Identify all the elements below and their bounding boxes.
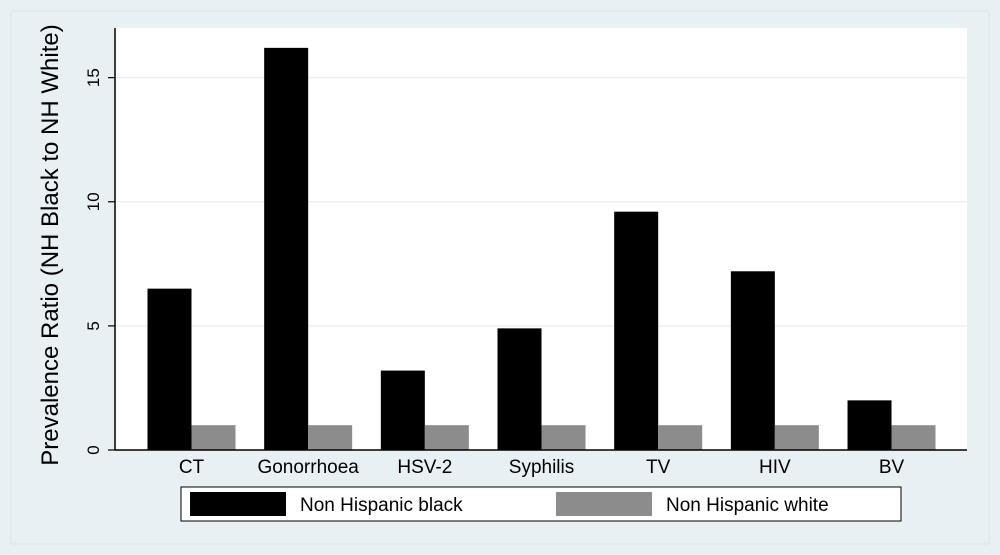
y-axis-label: Prevalence Ratio (NH Black to NH White) xyxy=(37,24,64,465)
legend-label: Non Hispanic black xyxy=(300,495,463,516)
legend-swatch xyxy=(556,492,652,516)
bar-black-ct xyxy=(147,288,192,450)
y-tick-label: 10 xyxy=(84,192,103,211)
bar-black-hiv xyxy=(730,271,775,450)
bar-white-ct xyxy=(191,425,236,450)
bar-black-gonorrhoea xyxy=(264,47,309,450)
bar-black-hsv-2 xyxy=(380,370,425,450)
x-tick-label: HIV xyxy=(759,457,791,478)
bar-black-tv xyxy=(614,211,659,450)
bar-white-syphilis xyxy=(541,425,586,450)
x-tick-label: BV xyxy=(879,457,905,478)
x-tick-label: TV xyxy=(646,457,671,478)
legend-box xyxy=(180,486,902,522)
x-tick-label: HSV-2 xyxy=(397,457,452,478)
bar-white-tv xyxy=(658,425,703,450)
figure-frame xyxy=(10,10,990,545)
y-tick-label: 5 xyxy=(84,321,103,330)
x-tick-label: Gonorrhoea xyxy=(257,457,359,478)
legend-swatch xyxy=(190,492,286,516)
bar-black-syphilis xyxy=(497,328,542,450)
x-axis-tick-labels: CT Gonorrhoea HSV-2 Syphilis TV HIV BV xyxy=(179,457,905,478)
y-axis-ticks: 0 5 10 15 xyxy=(84,68,115,455)
x-tick-label: CT xyxy=(179,457,205,478)
bar-black-bv xyxy=(847,400,892,450)
bar-white-gonorrhoea xyxy=(308,425,353,450)
bar-white-hiv xyxy=(774,425,819,450)
bar-white-bv xyxy=(891,425,936,450)
legend-label: Non Hispanic white xyxy=(666,495,829,516)
bars xyxy=(147,47,936,450)
bar-white-hsv-2 xyxy=(424,425,469,450)
y-tick-label: 0 xyxy=(84,445,103,454)
y-tick-label: 15 xyxy=(84,68,103,87)
gridlines xyxy=(115,76,967,327)
legend: Non Hispanic black Non Hispanic white xyxy=(180,486,902,522)
x-tick-label: Syphilis xyxy=(509,457,574,478)
